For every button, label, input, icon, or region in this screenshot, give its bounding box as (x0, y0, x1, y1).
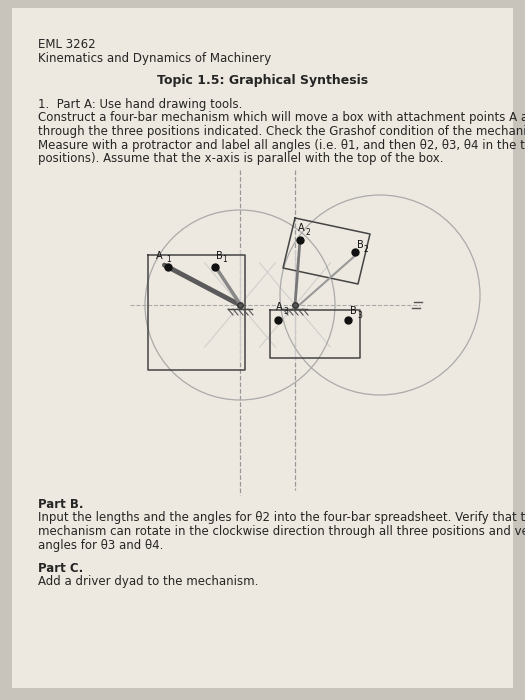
Text: Topic 1.5: Graphical Synthesis: Topic 1.5: Graphical Synthesis (157, 74, 368, 87)
Text: 2: 2 (305, 228, 310, 237)
Text: positions). Assume that the x-axis is parallel with the top of the box.: positions). Assume that the x-axis is pa… (38, 152, 444, 165)
Text: 3: 3 (357, 311, 362, 320)
Text: Input the lengths and the angles for θ2 into the four-bar spreadsheet. Verify th: Input the lengths and the angles for θ2 … (38, 512, 525, 524)
Text: Part C.: Part C. (38, 562, 83, 575)
Text: B: B (216, 251, 223, 261)
Text: EML 3262: EML 3262 (38, 38, 96, 51)
Text: 3: 3 (283, 307, 288, 316)
Text: Construct a four-bar mechanism which will move a box with attachment points A an: Construct a four-bar mechanism which wil… (38, 111, 525, 125)
Text: angles for θ3 and θ4.: angles for θ3 and θ4. (38, 538, 163, 552)
Text: 2: 2 (364, 245, 369, 254)
Text: Kinematics and Dynamics of Machinery: Kinematics and Dynamics of Machinery (38, 52, 271, 65)
Text: Measure with a protractor and label all angles (i.e. θ1, and then θ2, θ3, θ4 in : Measure with a protractor and label all … (38, 139, 525, 151)
Text: through the three positions indicated. Check the Grashof condition of the mechan: through the three positions indicated. C… (38, 125, 525, 138)
Text: B: B (357, 240, 364, 250)
Text: A: A (156, 251, 163, 261)
Text: A: A (276, 302, 282, 312)
Text: 1: 1 (166, 255, 171, 264)
Text: Add a driver dyad to the mechanism.: Add a driver dyad to the mechanism. (38, 575, 258, 589)
Text: 1: 1 (222, 255, 227, 264)
Text: B: B (350, 306, 357, 316)
Text: 1.  Part A: Use hand drawing tools.: 1. Part A: Use hand drawing tools. (38, 98, 243, 111)
Text: mechanism can rotate in the clockwise direction through all three positions and : mechanism can rotate in the clockwise di… (38, 525, 525, 538)
Text: A: A (298, 223, 304, 233)
Text: Part B.: Part B. (38, 498, 83, 511)
